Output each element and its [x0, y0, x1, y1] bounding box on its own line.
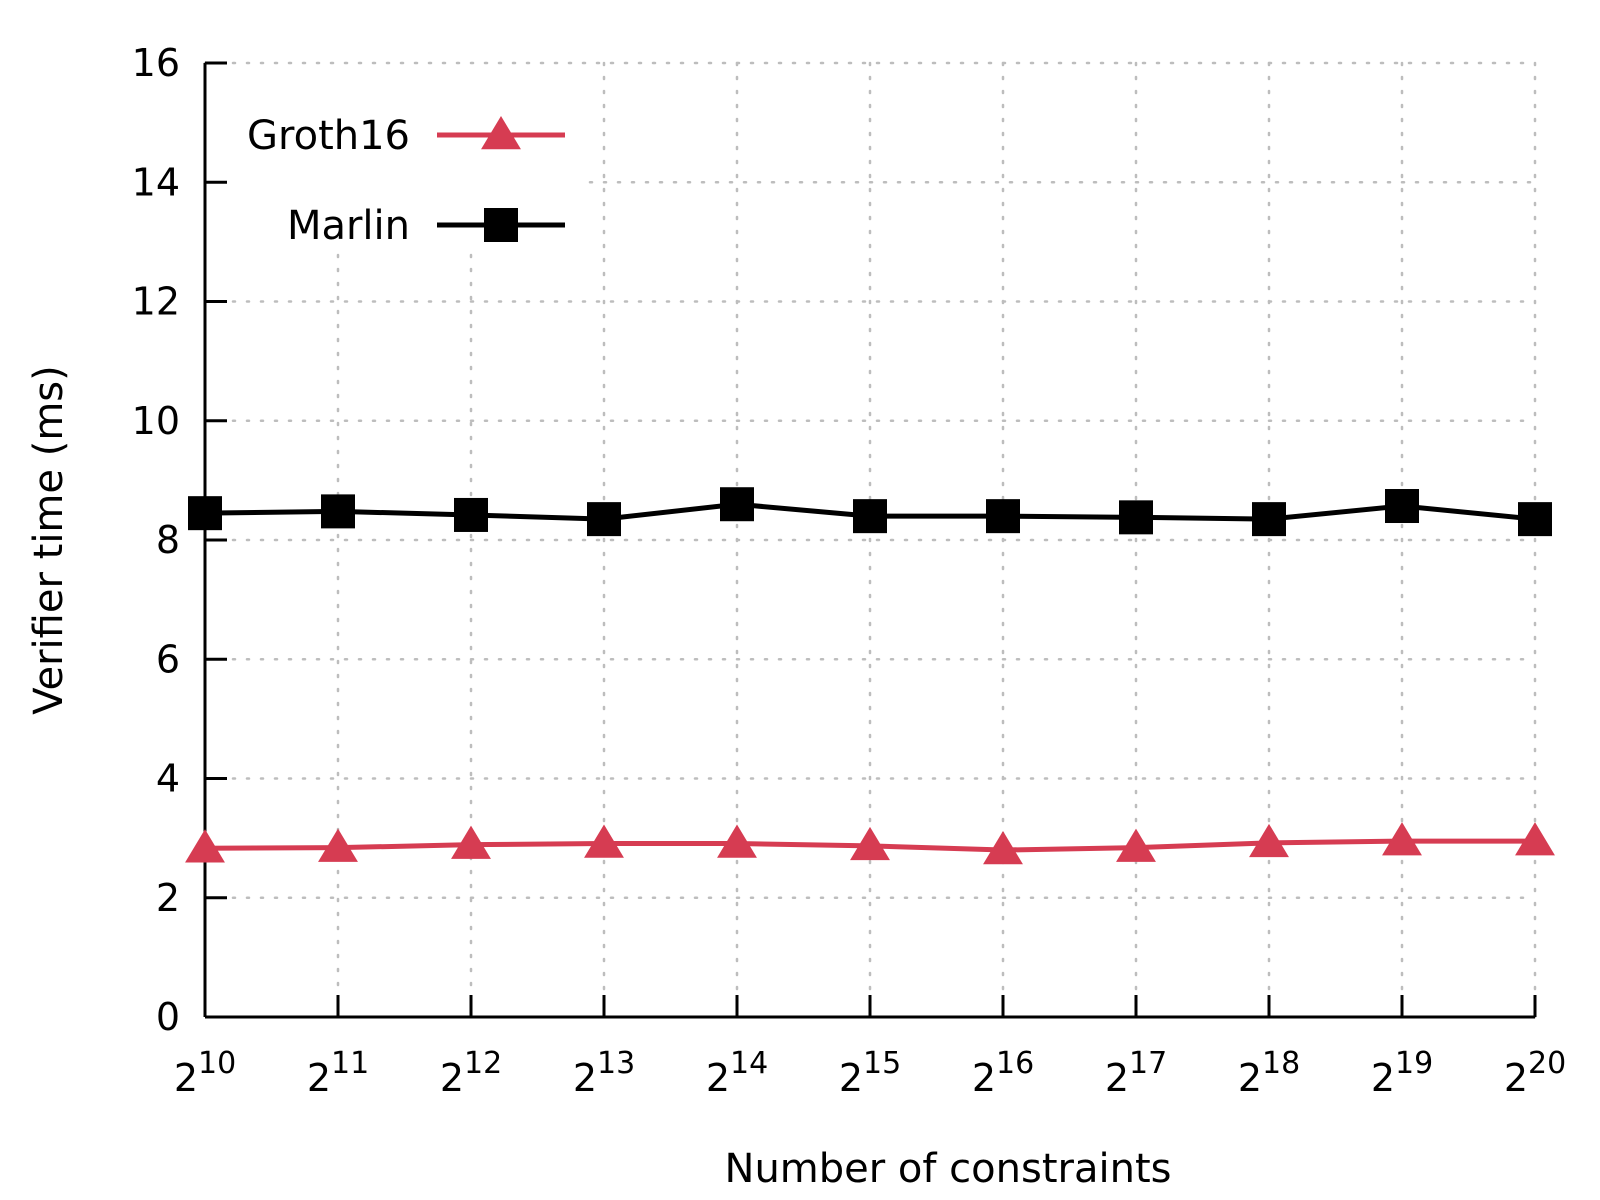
- data-point-groth16: [185, 829, 225, 863]
- data-point-marlin: [1385, 489, 1419, 524]
- x-tick-label: 213: [573, 1046, 635, 1100]
- legend-marker-marlin: [484, 208, 518, 242]
- legend-label-groth16: Groth16: [247, 113, 410, 159]
- x-tick-label: 216: [972, 1046, 1034, 1100]
- data-point-marlin: [1252, 502, 1286, 537]
- x-tick-label: 211: [307, 1046, 369, 1100]
- grid: [203, 61, 1537, 1019]
- y-tick-label: 0: [156, 995, 180, 1039]
- data-point-marlin: [720, 487, 754, 522]
- data-point-marlin: [587, 502, 621, 537]
- data-point-groth16: [451, 825, 491, 859]
- x-axis-label: Number of constraints: [725, 1146, 1172, 1192]
- series-groth16: [185, 822, 1555, 865]
- y-tick-label: 10: [132, 399, 180, 443]
- data-point-groth16: [584, 824, 624, 858]
- axes: 0 2 4 6 8 10 12 14 16 210 211 212 213 214 215 216 217 218…: [132, 41, 1567, 1100]
- y-tick-label: 16: [132, 41, 180, 85]
- data-point-marlin: [454, 497, 488, 532]
- data-point-groth16: [983, 831, 1023, 865]
- y-axis-label: Verifier time (ms): [26, 365, 72, 715]
- data-point-marlin: [986, 499, 1020, 534]
- y-tick-label: 2: [156, 876, 180, 920]
- x-tick-label: 212: [440, 1046, 502, 1100]
- x-tick-label: 215: [839, 1046, 901, 1100]
- data-point-groth16: [1515, 822, 1555, 856]
- y-tick-label: 4: [156, 757, 180, 801]
- x-tick-label: 219: [1371, 1046, 1433, 1100]
- x-tick-label: 220: [1504, 1046, 1566, 1100]
- y-tick-label: 12: [132, 280, 180, 324]
- data-point-groth16: [717, 824, 757, 858]
- x-tick-label: 214: [706, 1046, 768, 1100]
- series-marlin: [188, 487, 1552, 537]
- legend-marker-groth16: [481, 116, 521, 150]
- y-tick-label: 8: [156, 518, 180, 562]
- y-tick-label: 6: [156, 637, 180, 681]
- legend: Groth16 Marlin: [247, 113, 565, 249]
- data-point-groth16: [850, 826, 890, 861]
- data-point-groth16: [1116, 828, 1156, 862]
- legend-entry-marlin: Marlin: [287, 203, 565, 249]
- legend-entry-groth16: Groth16: [247, 113, 565, 159]
- data-point-marlin: [188, 496, 222, 531]
- x-tick-label: 210: [174, 1046, 236, 1100]
- y-tick-label: 14: [132, 160, 180, 204]
- data-point-marlin: [321, 494, 355, 529]
- x-tick-label: 217: [1105, 1046, 1167, 1100]
- legend-label-marlin: Marlin: [287, 203, 410, 249]
- x-tick-label: 218: [1238, 1046, 1300, 1100]
- data-point-marlin: [853, 499, 887, 534]
- data-point-groth16: [1249, 823, 1289, 858]
- data-point-groth16: [318, 828, 358, 862]
- data-point-groth16: [1382, 822, 1422, 856]
- series-group: [185, 487, 1555, 865]
- data-point-marlin: [1518, 502, 1552, 537]
- data-point-marlin: [1119, 500, 1153, 535]
